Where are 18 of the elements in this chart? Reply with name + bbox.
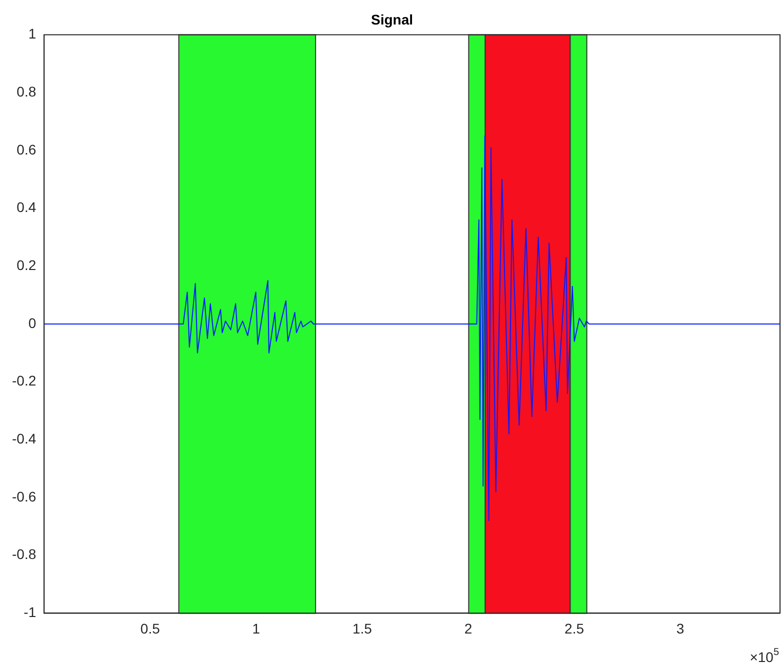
y-tick-label: 0.6: [16, 141, 36, 158]
x-tick-label: 0.5: [140, 620, 160, 636]
y-tick-label: 0: [28, 314, 36, 331]
chart-title: Signal: [370, 11, 414, 28]
x-tick-label: 3: [676, 620, 684, 636]
y-tick-label: 0.4: [16, 199, 36, 216]
y-tick-label: -1: [24, 604, 36, 620]
y-tick-label: 1: [28, 26, 36, 42]
x-tick-label: 2: [464, 620, 472, 636]
x-tick-label: 2.5: [564, 620, 584, 636]
y-tick-label: -0.6: [12, 488, 36, 504]
x-tick-label: 1: [252, 620, 260, 636]
y-tick-label: 0.2: [16, 257, 36, 274]
y-tick-label: 0.8: [16, 84, 36, 100]
y-tick-label: -0.8: [12, 546, 36, 562]
y-tick-label: -0.2: [12, 372, 36, 389]
y-tick-label: -0.4: [12, 430, 36, 447]
x-tick-label: 1.5: [352, 620, 372, 636]
